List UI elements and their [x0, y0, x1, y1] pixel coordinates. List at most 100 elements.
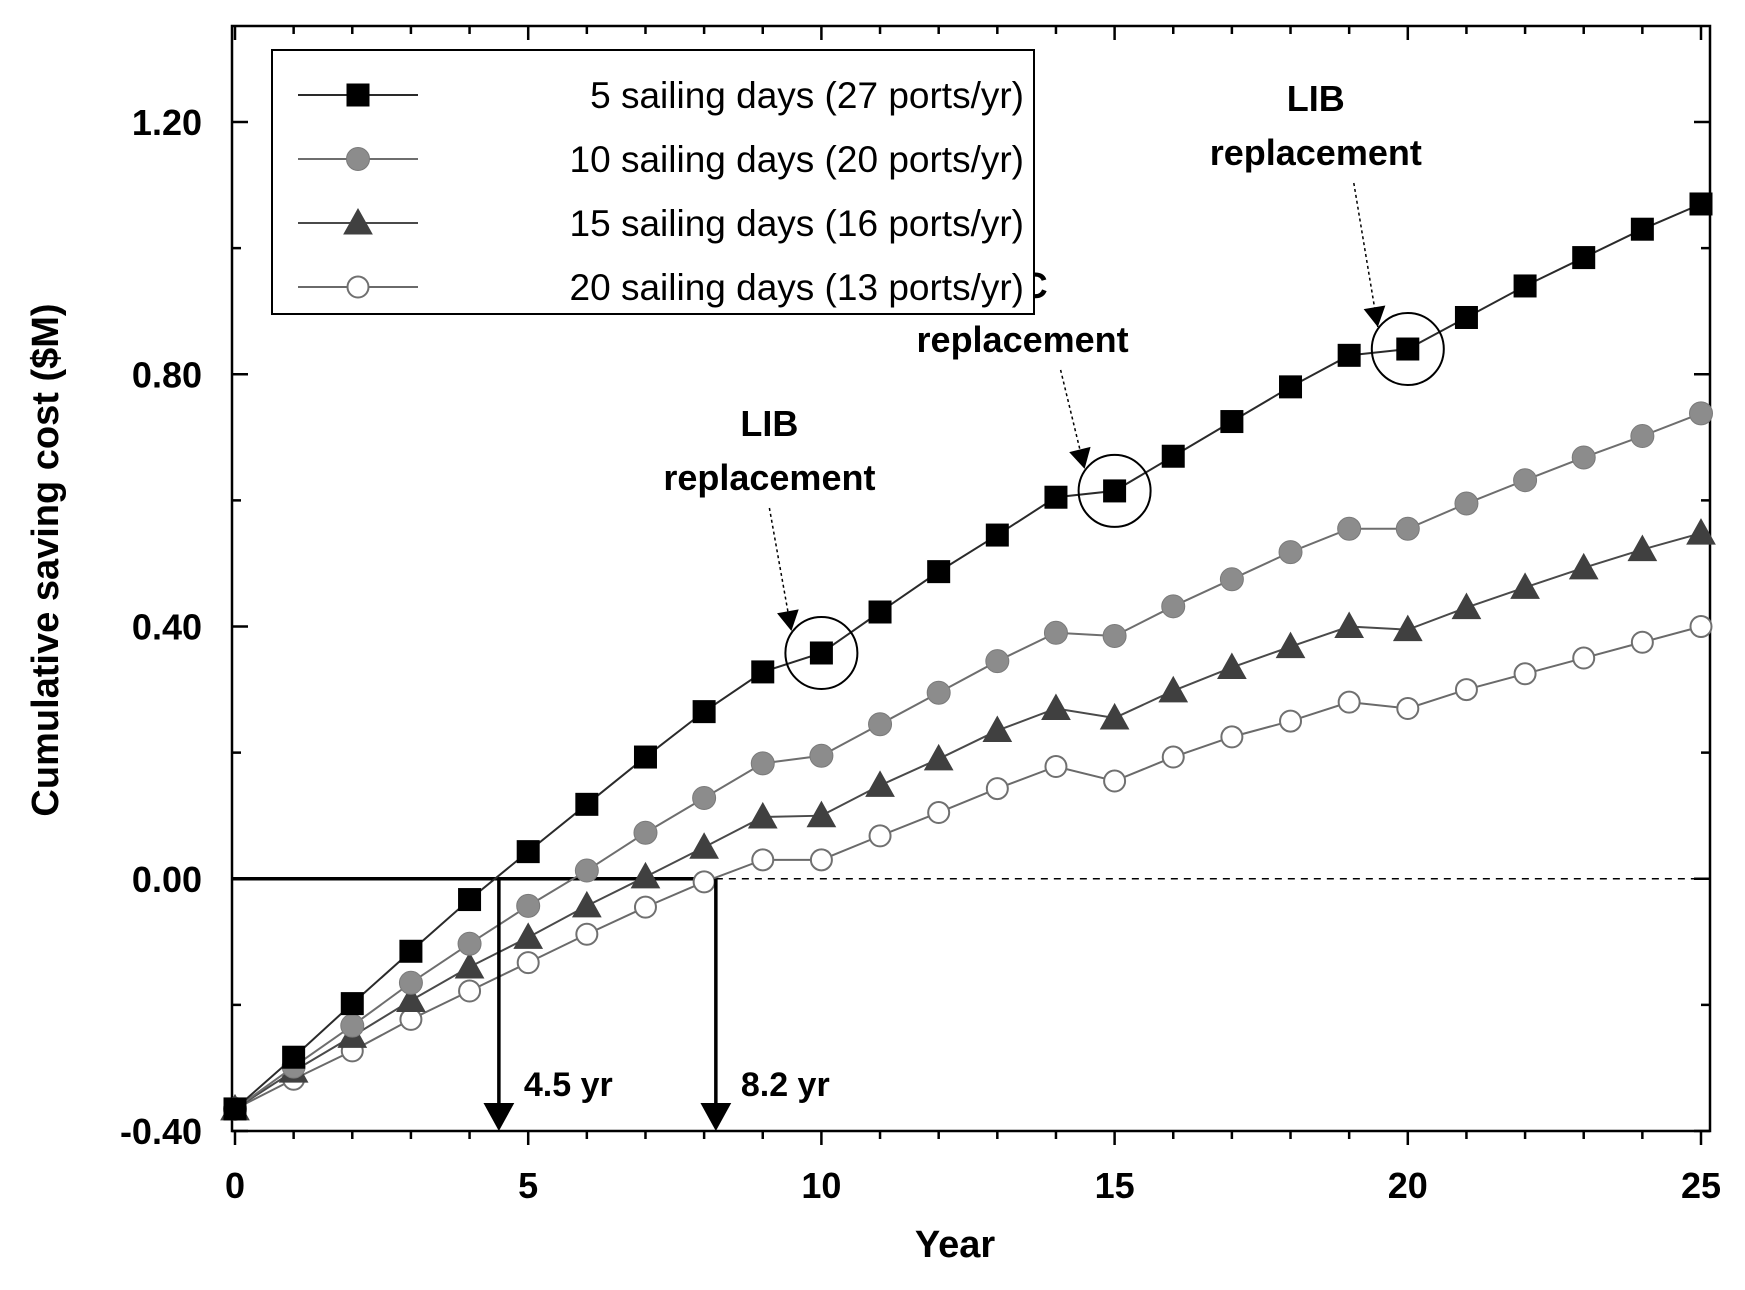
- data-point: [1161, 745, 1185, 769]
- data-point: [751, 660, 775, 684]
- data-point: [1571, 445, 1596, 470]
- x-tick-label: 0: [225, 1165, 245, 1206]
- data-point: [1454, 678, 1478, 702]
- series-1: [223, 192, 1713, 1121]
- data-point: [571, 890, 602, 918]
- data-point: [1158, 675, 1189, 703]
- data-point: [923, 743, 954, 771]
- data-point: [692, 870, 716, 894]
- data-point: [1102, 623, 1127, 648]
- data-point: [1337, 516, 1362, 541]
- data-point: [985, 523, 1009, 547]
- legend-marker: [346, 275, 370, 299]
- series-line: [234, 412, 1702, 1110]
- data-point: [1454, 305, 1478, 329]
- y-tick-label: 0.80: [132, 354, 202, 395]
- data-point: [985, 649, 1010, 674]
- data-point: [689, 832, 719, 859]
- legend-marker: [343, 207, 373, 235]
- data-point: [516, 951, 540, 975]
- data-point: [1689, 615, 1713, 638]
- legend-label: 5 sailing days (27 ports/yr): [590, 75, 1024, 116]
- data-point: [1689, 401, 1713, 426]
- data-point: [1044, 754, 1068, 778]
- data-point: [1630, 424, 1655, 449]
- data-point: [1392, 614, 1423, 642]
- arrow-head: [1363, 305, 1386, 328]
- data-point: [985, 777, 1009, 801]
- data-point: [1396, 337, 1420, 361]
- data-point: [398, 970, 423, 995]
- data-point: [1279, 375, 1303, 399]
- data-point: [809, 848, 833, 872]
- data-point: [1572, 646, 1596, 670]
- data-point: [868, 600, 892, 624]
- y-axis-title: Cumulative saving cost ($M): [25, 303, 67, 816]
- highlight-circle: [1370, 312, 1445, 387]
- data-point: [1396, 696, 1420, 720]
- arrow-head: [483, 1103, 515, 1131]
- data-point: [926, 680, 951, 705]
- data-point: [513, 922, 544, 949]
- data-point: [340, 992, 364, 1016]
- series-line: [234, 532, 1702, 1110]
- data-point: [633, 895, 657, 919]
- breakeven-marker: 4.5 yr: [483, 878, 613, 1131]
- data-point: [1161, 594, 1186, 619]
- data-point: [1451, 592, 1482, 620]
- legend-marker: [346, 147, 370, 171]
- data-point: [1510, 572, 1540, 599]
- y-tick-label: 0.40: [132, 607, 202, 648]
- annotation-line2: replacement: [1210, 132, 1422, 173]
- data-point: [1043, 620, 1068, 645]
- data-point: [692, 700, 716, 724]
- data-point: [1219, 567, 1244, 592]
- breakeven-label: 4.5 yr: [524, 1066, 613, 1104]
- data-point: [1686, 518, 1716, 545]
- data-point: [575, 792, 599, 816]
- data-point: [1513, 274, 1537, 298]
- data-point: [399, 1007, 423, 1031]
- data-point: [868, 824, 892, 848]
- axes: 0 5 10 15 20 25 -0.40 0.00 0.40 0.80 1.20: [120, 26, 1721, 1206]
- data-point: [1395, 516, 1420, 541]
- series-2: [223, 401, 1713, 1121]
- data-point: [282, 1045, 306, 1069]
- data-point: [516, 840, 540, 864]
- breakeven-label: 8.2 yr: [741, 1066, 830, 1104]
- data-point: [1568, 552, 1599, 580]
- data-point: [516, 893, 541, 918]
- data-point: [458, 979, 482, 1003]
- highlight-circle: [784, 615, 859, 690]
- data-point: [1513, 468, 1538, 493]
- y-tick-label: -0.40: [120, 1111, 202, 1152]
- data-point: [927, 801, 951, 825]
- y-tick-label: 1.20: [132, 102, 202, 143]
- data-point: [751, 848, 775, 872]
- series-group: [220, 192, 1716, 1121]
- legend-items: 5 sailing days (27 ports/yr) 10 sailing d…: [298, 75, 1024, 308]
- data-point: [806, 800, 837, 828]
- data-point: [1217, 652, 1247, 679]
- plot-frame: [230, 24, 1712, 1133]
- data-point: [1334, 611, 1365, 638]
- series-line: [234, 625, 1702, 1110]
- series-3: [220, 518, 1716, 1121]
- highlight-circle: [1077, 453, 1152, 528]
- data-point: [1220, 725, 1244, 749]
- data-point: [865, 770, 895, 797]
- annotation-replacement: LIB replacement: [663, 403, 875, 690]
- data-point: [1689, 192, 1713, 216]
- data-point: [1161, 444, 1185, 468]
- data-point: [1041, 693, 1071, 720]
- data-point: [747, 801, 778, 829]
- data-point: [1454, 491, 1479, 516]
- annotation-line2: replacement: [917, 319, 1129, 360]
- data-point: [1103, 479, 1127, 503]
- data-point: [457, 931, 482, 956]
- data-point: [809, 641, 833, 665]
- data-point: [1099, 702, 1130, 730]
- annotation-line1: LIB: [740, 403, 798, 444]
- annotation-line2: replacement: [663, 457, 875, 498]
